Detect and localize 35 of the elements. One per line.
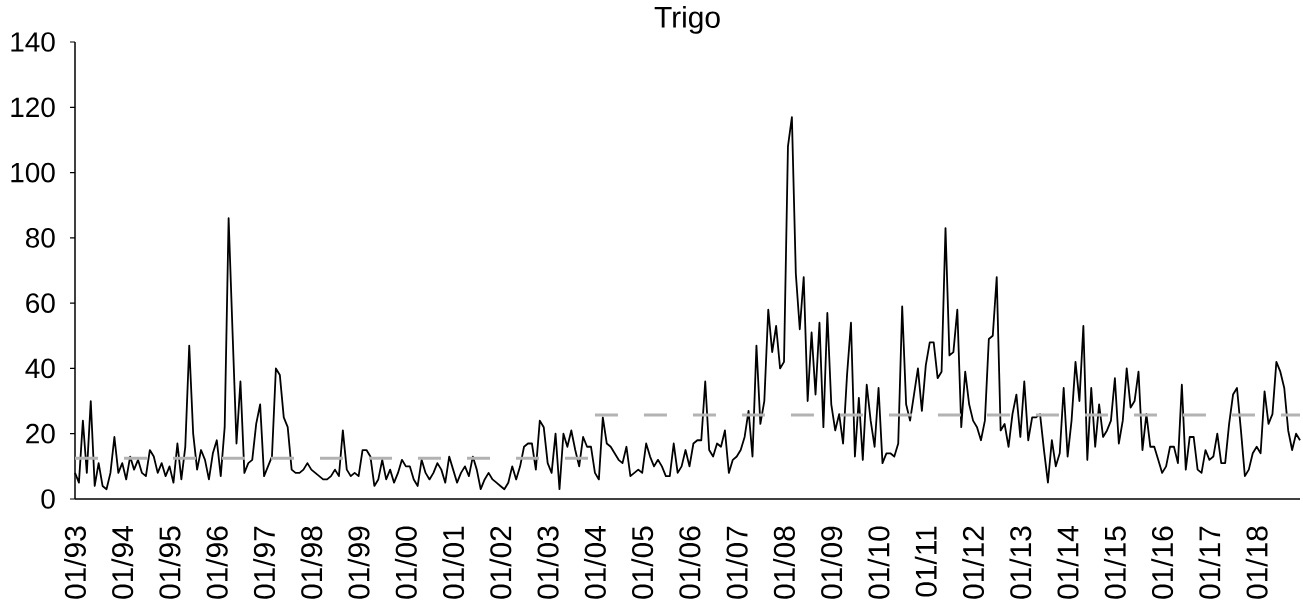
x-tick-label: 01/10 [867, 526, 890, 599]
x-tick-label: 01/16 [1151, 526, 1174, 599]
y-tick-label: 140 [11, 32, 55, 52]
x-tick-label: 01/94 [111, 526, 134, 599]
x-tick-label: 01/01 [442, 526, 465, 599]
x-tick-label: 01/03 [536, 526, 559, 599]
x-tick-label: 01/17 [1198, 526, 1221, 599]
y-tick-label: 60 [26, 293, 55, 314]
y-tick-label: 40 [25, 358, 55, 379]
x-tick-label: 01/99 [347, 526, 370, 599]
y-tick-label: 20 [26, 423, 55, 444]
y-tick-label: 120 [11, 97, 55, 118]
x-tick-label: 01/98 [300, 526, 323, 599]
x-tick-label: 01/12 [962, 526, 985, 599]
x-tick-label: 01/97 [253, 526, 276, 599]
x-tick-label: 01/96 [205, 526, 228, 599]
x-tick-label: 01/93 [64, 526, 86, 599]
y-tick-label: 0 [41, 489, 55, 509]
x-tick-label: 01/09 [820, 526, 843, 599]
x-tick-label: 01/08 [773, 526, 795, 599]
chart-title: Trigo [654, 5, 720, 34]
x-tick-label: 01/14 [1056, 526, 1079, 599]
x-tick-label: 01/00 [394, 526, 417, 599]
x-tick-label: 01/07 [725, 526, 748, 599]
x-tick-label: 01/18 [1245, 526, 1268, 599]
x-tick-label: 01/06 [678, 526, 701, 599]
x-tick-label: 01/15 [1103, 526, 1126, 599]
x-tick-label: 01/04 [583, 526, 606, 599]
x-tick-label: 01/11 [914, 526, 937, 597]
x-tick-label: 01/05 [631, 526, 654, 599]
x-tick-label: 01/13 [1009, 526, 1032, 599]
y-tick-label: 100 [11, 162, 55, 183]
x-tick-label: 01/95 [158, 526, 181, 599]
y-tick-label: 80 [26, 227, 55, 248]
x-tick-label: 01/02 [489, 526, 512, 599]
